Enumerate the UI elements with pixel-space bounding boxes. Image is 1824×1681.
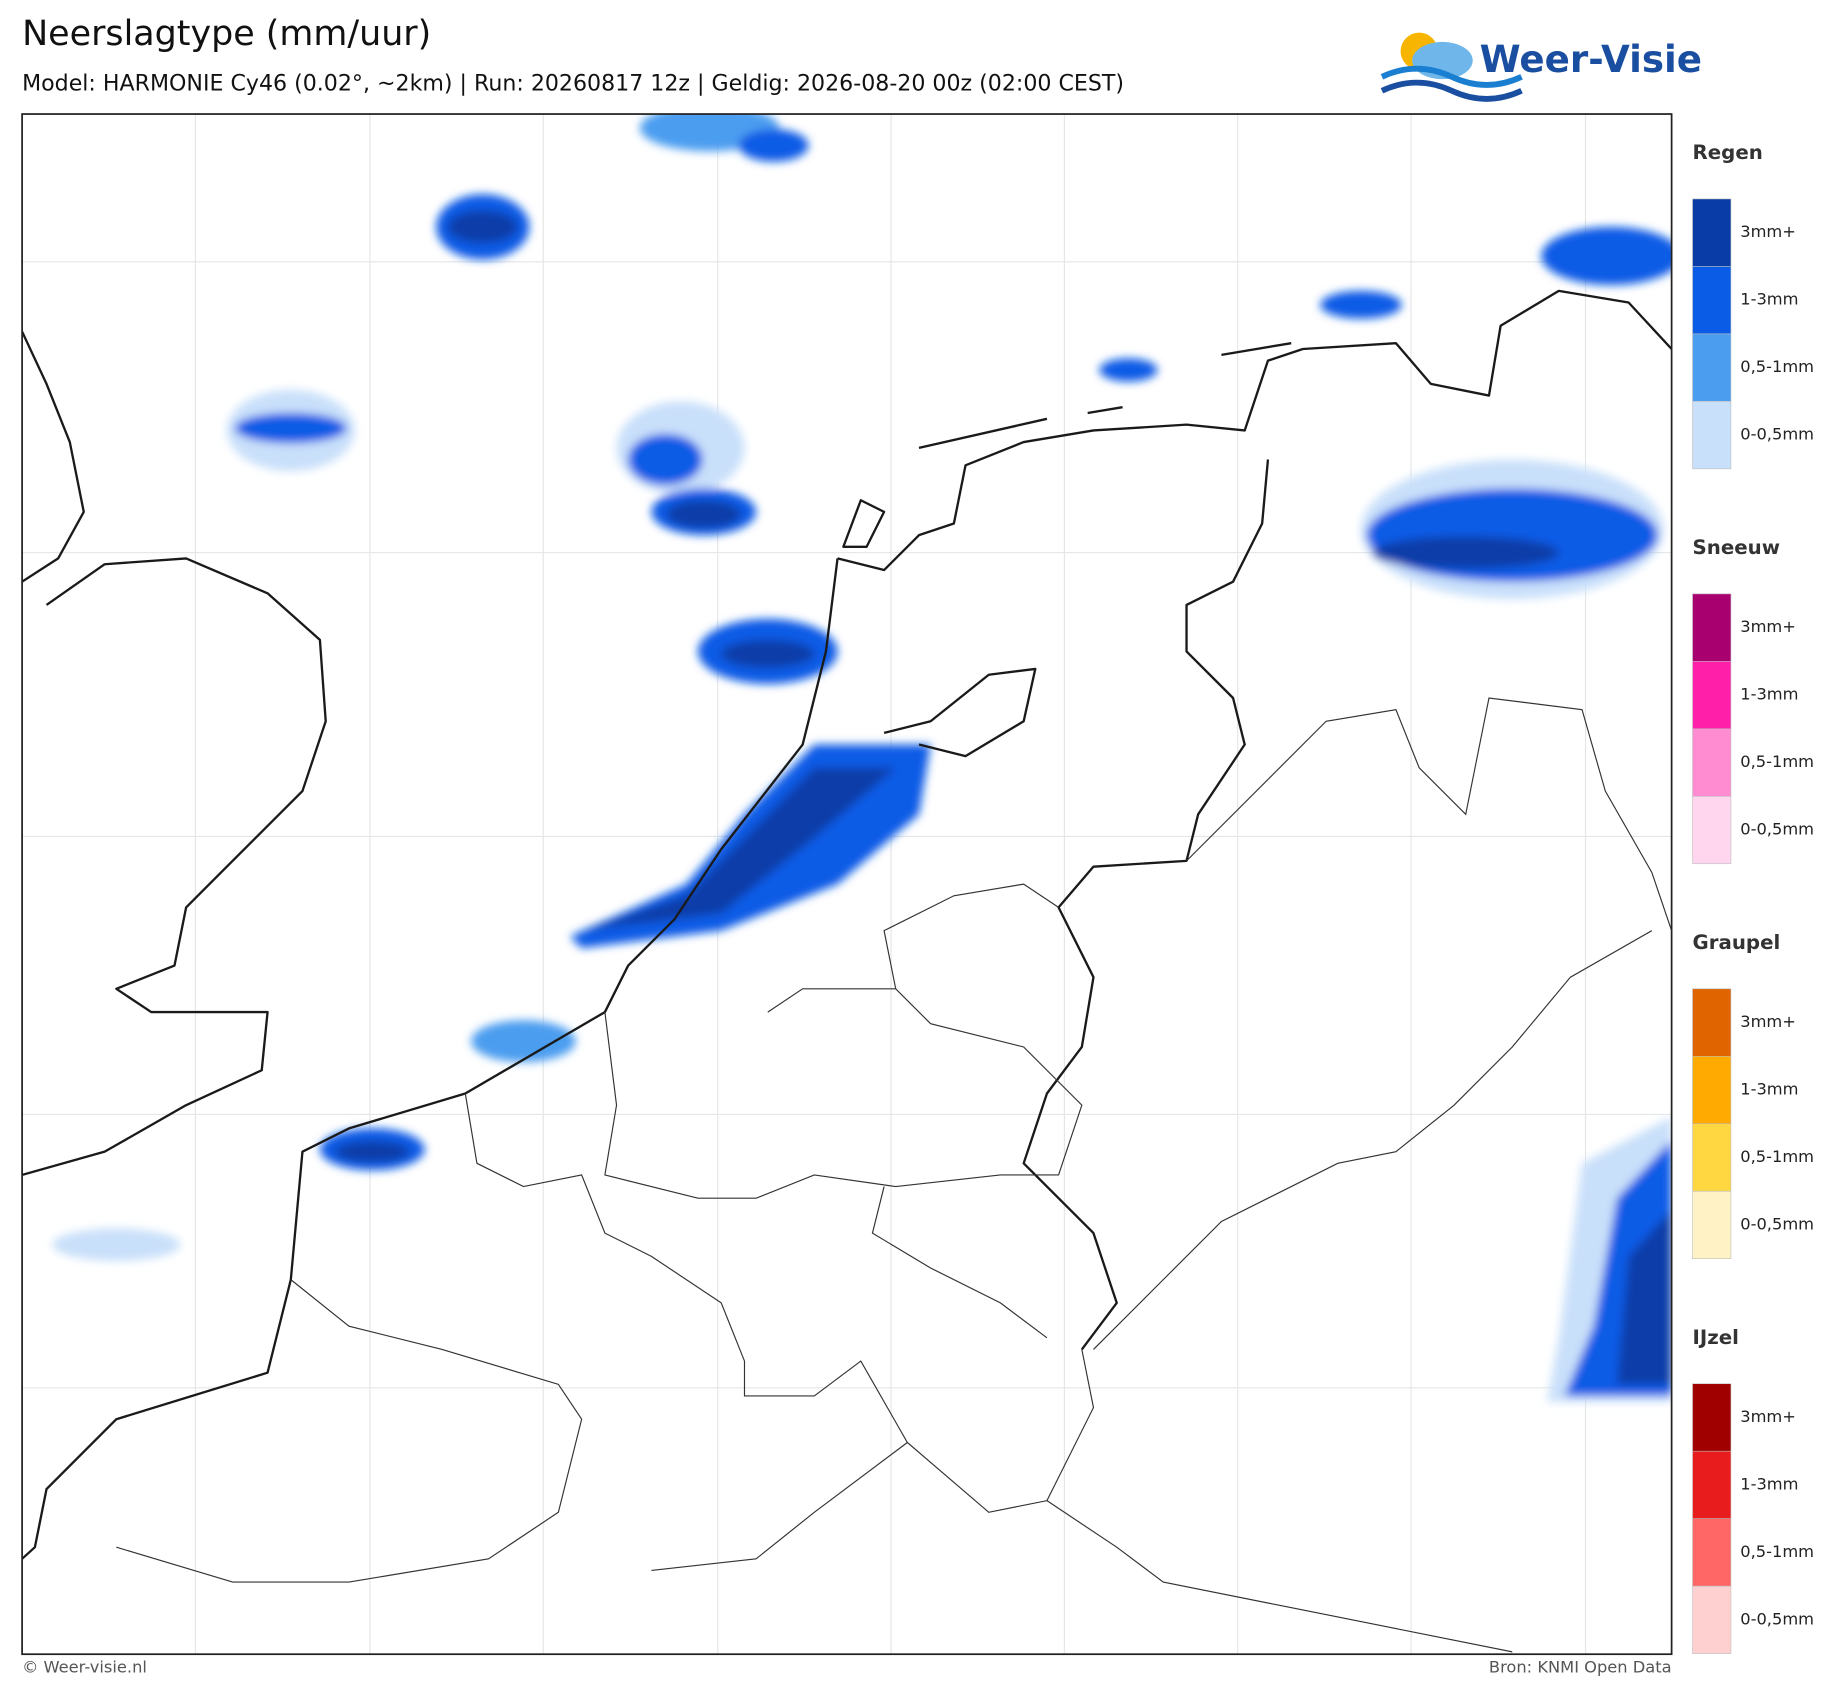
legend-swatch	[1692, 333, 1732, 402]
legend-label: 3mm+	[1740, 1407, 1796, 1426]
grid	[22, 114, 1672, 1655]
legend: Regen 3mm+ 1-3mm 0,5-1mm 0-0,5mm Sneeuw 3mm+ 1-…	[1692, 141, 1814, 1654]
legend-title: Graupel	[1693, 931, 1781, 954]
legend-label: 1-3mm	[1740, 1080, 1798, 1099]
legend-swatch	[1692, 266, 1732, 335]
legend-swatch	[1692, 661, 1732, 730]
legend-swatch	[1692, 1585, 1732, 1654]
legend-label: 3mm+	[1740, 222, 1796, 241]
legend-swatch	[1692, 988, 1732, 1057]
subtitle: Model: HARMONIE Cy46 (0.02°, ~2km) | Run…	[22, 70, 1124, 96]
legend-swatch	[1692, 1450, 1732, 1519]
legend-swatch	[1692, 796, 1732, 865]
footer-left: © Weer-visie.nl	[22, 1658, 147, 1677]
legend-label: 0,5-1mm	[1740, 752, 1814, 771]
legend-swatch	[1692, 1383, 1732, 1452]
legend-label: 0,5-1mm	[1740, 1542, 1814, 1561]
legend-title: IJzel	[1693, 1326, 1739, 1349]
map	[22, 114, 1672, 1655]
legend-label: 0,5-1mm	[1740, 357, 1814, 376]
legend-swatch	[1692, 728, 1732, 797]
legend-swatch	[1692, 1518, 1732, 1587]
coastlines	[22, 289, 1672, 1560]
legend-label: 3mm+	[1740, 617, 1796, 636]
legend-label: 1-3mm	[1740, 290, 1798, 309]
legend-label: 0,5-1mm	[1740, 1147, 1814, 1166]
legend-swatch	[1692, 1123, 1732, 1192]
map-frame	[21, 113, 1673, 1656]
logo: Weer-Visie	[1380, 32, 1702, 102]
legend-label: 3mm+	[1740, 1012, 1796, 1031]
title: Neerslagtype (mm/uur)	[22, 14, 431, 54]
legend-label: 0-0,5mm	[1740, 1214, 1814, 1233]
logo-text: Weer-Visie	[1480, 37, 1702, 81]
legend-label: 0-0,5mm	[1740, 820, 1814, 839]
legend-label: 0-0,5mm	[1740, 425, 1814, 444]
borders	[116, 697, 1672, 1653]
legend-swatch	[1692, 401, 1732, 470]
legend-title: Sneeuw	[1693, 536, 1780, 559]
legend-label: 1-3mm	[1740, 1474, 1798, 1493]
legend-swatch	[1692, 593, 1732, 662]
legend-swatch	[1692, 1055, 1732, 1125]
legend-title: Regen	[1693, 141, 1763, 164]
footer-right: Bron: KNMI Open Data	[1489, 1658, 1672, 1677]
legend-label: 0-0,5mm	[1740, 1609, 1814, 1628]
legend-swatch	[1692, 1190, 1732, 1259]
legend-swatch	[1692, 198, 1732, 267]
precipitation	[52, 114, 1672, 1402]
legend-label: 1-3mm	[1740, 685, 1798, 704]
